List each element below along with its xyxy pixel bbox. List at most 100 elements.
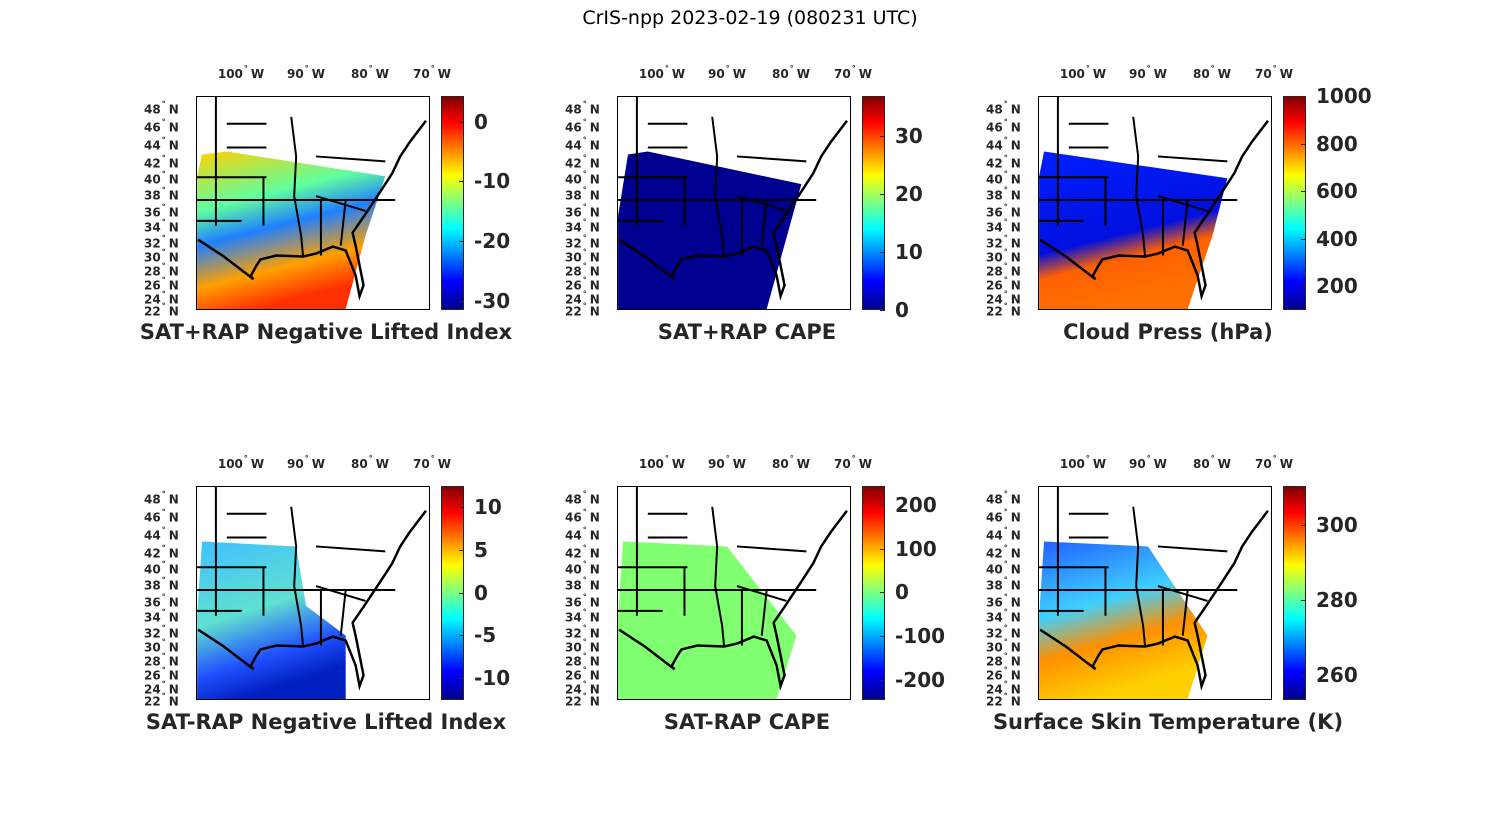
lon-tick-label: 90° W <box>708 454 746 471</box>
state-border <box>339 199 347 246</box>
state-border <box>736 545 807 553</box>
lon-tick-label: 80° W <box>772 64 810 81</box>
state-border <box>1157 585 1208 602</box>
lat-tick-label: 24° N <box>986 289 1021 307</box>
colorbar-tick-mark <box>1301 674 1306 676</box>
lat-tick-label: 38° N <box>986 185 1021 203</box>
lon-tick-label: 90° W <box>287 454 325 471</box>
lon-tick-label: 80° W <box>772 454 810 471</box>
lon-tick-label: 100° W <box>638 64 686 81</box>
lat-tick-label: 30° N <box>144 637 179 655</box>
lat-tick-label: 44° N <box>986 135 1021 153</box>
lat-tick-label: 36° N <box>144 592 179 610</box>
map-panel: 100° W 90° W 80° W 70° W 48° N 46° N 44° N 42° N 40° N 38°… <box>565 64 923 344</box>
colorbar-tick-label: 200 <box>895 492 937 517</box>
colorbar-tick-label: -5 <box>474 623 497 648</box>
lat-tick-label: 36° N <box>144 202 179 220</box>
lat-tick-label: 28° N <box>986 651 1021 669</box>
lon-tick-label: 100° W <box>1059 64 1107 81</box>
lat-tick-label: 38° N <box>144 575 179 593</box>
colorbar-tick-label: 0 <box>474 580 488 605</box>
lat-tick-label: 42° N <box>986 153 1021 171</box>
map-panel: 100° W 90° W 80° W 70° W 48° N 46° N 44° N 42° N 40° N 38°… <box>565 454 945 734</box>
lat-tick-label: 24° N <box>986 679 1021 697</box>
state-border <box>1157 155 1228 163</box>
lat-tick-label: 34° N <box>986 607 1021 625</box>
data-swath <box>1039 541 1208 699</box>
panel-title: SAT-RAP Negative Lifted Index <box>145 710 507 734</box>
lat-tick-label: 40° N <box>986 559 1021 577</box>
colorbar-tick-mark <box>459 301 464 303</box>
state-border <box>1132 506 1147 647</box>
colorbar-tick-label: 200 <box>1316 274 1358 298</box>
colorbar <box>441 96 464 310</box>
lat-tick-label: 36° N <box>565 592 600 610</box>
lat-tick-label: 48° N <box>986 489 1021 507</box>
lat-tick-label: 36° N <box>565 202 600 220</box>
colorbar-tick-label: -10 <box>474 665 511 690</box>
lat-tick-label: 46° N <box>986 117 1021 135</box>
colorbar-tick-mark <box>459 241 464 243</box>
lat-tick-label: 28° N <box>986 261 1021 279</box>
colorbar-tick-mark <box>459 677 464 679</box>
map-panel: 100° W 90° W 80° W 70° W 48° N 46° N 44° N 42° N 40° N 38°… <box>144 454 510 734</box>
map-plot <box>196 96 430 310</box>
colorbar-tick-label: 10 <box>474 495 502 520</box>
lat-tick-label: 30° N <box>565 637 600 655</box>
lat-tick-label: 28° N <box>144 261 179 279</box>
colorbar-tick-mark <box>880 136 885 138</box>
data-swath <box>618 541 797 699</box>
lon-tick-label: 100° W <box>217 64 265 81</box>
lat-tick-label: 40° N <box>144 169 179 187</box>
lat-tick-label: 44° N <box>144 135 179 153</box>
lat-tick-label: 38° N <box>986 575 1021 593</box>
lat-tick-label: 24° N <box>565 679 600 697</box>
lat-tick-label: 46° N <box>144 507 179 525</box>
colorbar-tick-mark <box>880 679 885 681</box>
lat-tick-label: 34° N <box>565 607 600 625</box>
lon-tick-label: 80° W <box>1193 454 1231 471</box>
lat-tick-label: 22° N <box>144 301 179 319</box>
colorbar-tick-mark <box>1301 96 1306 97</box>
colorbar-tick-label: 800 <box>1316 131 1358 156</box>
lat-tick-label: 40° N <box>144 559 179 577</box>
state-border <box>1181 589 1189 636</box>
colorbar-tick-label: -10 <box>474 169 511 194</box>
colorbar-tick-mark <box>880 548 885 550</box>
colorbar-tick-mark <box>1301 524 1306 526</box>
coastline <box>618 120 848 301</box>
lat-tick-label: 42° N <box>144 153 179 171</box>
colorbar-tick-mark <box>459 549 464 551</box>
panel-title: SAT+RAP Negative Lifted Index <box>139 320 513 344</box>
state-border <box>315 155 386 163</box>
state-border <box>1181 199 1189 246</box>
lat-tick-label: 42° N <box>565 543 600 561</box>
state-border <box>339 589 347 636</box>
data-swath <box>197 151 386 309</box>
lat-tick-label: 34° N <box>144 217 179 235</box>
lat-tick-label: 34° N <box>144 607 179 625</box>
lon-tick-label: 100° W <box>1059 454 1107 471</box>
lon-tick-label: 90° W <box>287 64 325 81</box>
lat-tick-label: 44° N <box>565 525 600 543</box>
lat-tick-label: 42° N <box>986 543 1021 561</box>
lat-tick-label: 46° N <box>565 117 600 135</box>
lon-tick-label: 80° W <box>351 454 389 471</box>
state-border <box>736 195 787 212</box>
lat-tick-label: 34° N <box>565 217 600 235</box>
colorbar <box>1283 96 1306 310</box>
colorbar-tick-label: 400 <box>1316 226 1358 251</box>
state-border <box>315 545 386 553</box>
lon-tick-label: 70° W <box>413 64 451 81</box>
lat-tick-label: 42° N <box>144 543 179 561</box>
lat-tick-label: 30° N <box>565 247 600 265</box>
panel-title: Cloud Press (hPa) <box>1063 320 1273 344</box>
coastline <box>1039 510 1269 691</box>
colorbar-tick-mark <box>880 252 885 253</box>
colorbar-tick-label: -100 <box>895 624 946 649</box>
colorbar-tick-label: 20 <box>895 182 923 206</box>
state-border <box>736 155 807 163</box>
lat-tick-label: 22° N <box>144 691 179 709</box>
lat-tick-label: 38° N <box>565 185 600 203</box>
